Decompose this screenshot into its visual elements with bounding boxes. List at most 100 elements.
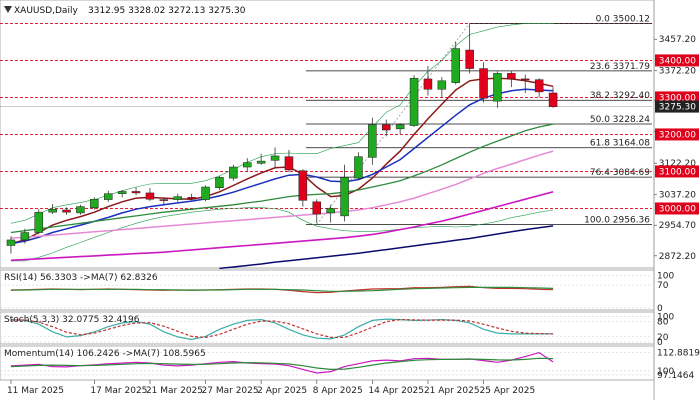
price-badge-bg	[655, 128, 699, 141]
candle[interactable]	[215, 175, 224, 190]
candle[interactable]	[354, 152, 363, 180]
candle[interactable]	[229, 164, 238, 181]
candle[interactable]	[534, 78, 544, 98]
candle[interactable]	[187, 193, 196, 201]
chart-header: XAUUSD,Daily 3312.95 3328.02 3272.13 327…	[4, 6, 246, 16]
candle[interactable]	[131, 187, 141, 196]
candle[interactable]	[423, 65, 433, 96]
date-tick-label: 14 Apr 2025	[368, 386, 424, 396]
overlay-bollinger-lower	[10, 207, 554, 262]
candle[interactable]	[62, 207, 71, 215]
candle-body	[437, 80, 447, 90]
candle[interactable]	[326, 204, 335, 223]
candle-body	[521, 78, 530, 81]
candle[interactable]	[382, 119, 391, 137]
candle[interactable]	[340, 164, 349, 222]
candle[interactable]	[493, 71, 502, 108]
candle-body	[451, 48, 460, 83]
candle[interactable]	[437, 77, 447, 98]
candle[interactable]	[159, 197, 169, 205]
candle[interactable]	[479, 62, 488, 103]
overlay-ma-pink	[10, 150, 554, 239]
candle[interactable]	[243, 158, 252, 172]
date-tick-label: 2 Apr 2025	[257, 386, 307, 396]
price-badge-label: 3200.00	[659, 130, 696, 140]
candle[interactable]	[284, 149, 294, 173]
candle-body	[479, 68, 488, 99]
candle[interactable]	[270, 147, 280, 168]
price-badge: 3275.30	[655, 100, 699, 113]
triangle-down-icon[interactable]	[4, 6, 12, 13]
candle[interactable]	[298, 169, 308, 207]
price-badge-label: 3400.00	[659, 56, 696, 66]
date-tick-label: 27 Mar 2025	[202, 386, 259, 396]
candle-body	[215, 177, 224, 188]
candle[interactable]	[201, 185, 210, 202]
candle[interactable]	[465, 23, 474, 74]
candle[interactable]	[34, 209, 43, 235]
candle[interactable]	[76, 204, 85, 215]
date-tick-label: 17 Mar 2025	[90, 386, 147, 396]
candle-body	[326, 208, 335, 214]
indicator-border	[0, 269, 655, 311]
price-tick-label: 3372.20	[659, 67, 696, 77]
candle-body	[270, 155, 280, 161]
candle-body	[76, 206, 85, 214]
indicator-tick-label: 70	[657, 281, 669, 291]
fib-level-label: 0.0 3500.12	[596, 14, 650, 24]
indicator-title: RSI(14) 56.3303 ->MA(7) 62.8326	[4, 273, 158, 283]
overlay-ma-green	[10, 123, 554, 234]
candle[interactable]	[395, 123, 405, 135]
ohlc-values: 3312.95 3328.02 3272.13 3275.30	[88, 6, 246, 16]
candle[interactable]	[20, 228, 30, 244]
price-badge-label: 3000.00	[659, 204, 696, 214]
candle[interactable]	[368, 117, 377, 165]
candle[interactable]	[6, 236, 16, 254]
candle[interactable]	[409, 75, 419, 128]
candle[interactable]	[117, 189, 127, 198]
price-badge: 3100.00	[655, 165, 699, 178]
candle-body	[48, 208, 57, 213]
price-badge-bg	[655, 91, 699, 104]
date-tick-label: 21 Apr 2025	[424, 386, 480, 396]
candle-body	[340, 177, 349, 217]
candle[interactable]	[256, 153, 266, 165]
indicator-tick-label: 80	[657, 318, 669, 328]
candle[interactable]	[90, 197, 99, 210]
candle-body	[90, 198, 99, 208]
candle[interactable]	[507, 70, 516, 88]
candle[interactable]	[104, 190, 113, 202]
candle[interactable]	[451, 41, 460, 85]
candle-body	[20, 232, 30, 241]
candle-body	[6, 239, 16, 246]
price-badge-bg	[655, 165, 699, 178]
indicator-border	[0, 345, 655, 381]
candle[interactable]	[312, 199, 321, 224]
candle[interactable]	[521, 74, 530, 93]
candle-body	[354, 156, 363, 179]
candle-body	[382, 124, 391, 131]
candle-body	[201, 186, 210, 200]
candle-body	[507, 73, 516, 80]
price-axis: 3457.203372.203292.203207.203122.203037.…	[654, 35, 696, 262]
candle[interactable]	[548, 87, 558, 108]
overlay-ma-blue	[10, 88, 554, 245]
indicator-tick-label: 112.8819	[657, 348, 700, 358]
candle[interactable]	[48, 204, 57, 215]
indicator-tick-label: 100	[657, 313, 674, 323]
indicator-title: Momentum(14) 106.2426 ->MA(7) 108.5965	[4, 349, 206, 359]
candle-body	[534, 79, 544, 93]
candle[interactable]	[145, 188, 155, 202]
symbol-label: XAUUSD,Daily	[14, 6, 78, 16]
candle[interactable]	[173, 193, 182, 202]
price-tick-label: 3457.20	[659, 35, 696, 45]
date-tick-label: 21 Mar 2025	[146, 386, 203, 396]
candle-body	[243, 162, 252, 168]
price-badge-bg	[655, 54, 699, 67]
